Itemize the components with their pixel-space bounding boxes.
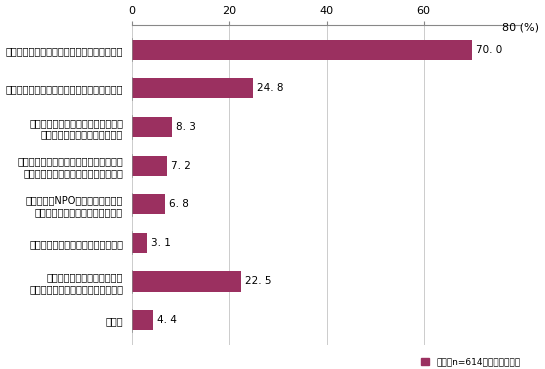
Text: 4. 4: 4. 4 xyxy=(158,315,177,325)
Bar xyxy=(132,310,154,330)
Text: 3. 1: 3. 1 xyxy=(151,238,171,248)
Bar xyxy=(132,233,147,253)
Bar xyxy=(132,194,165,214)
Bar xyxy=(132,272,241,292)
Text: 8. 3: 8. 3 xyxy=(177,122,196,132)
Text: 24. 8: 24. 8 xyxy=(257,83,283,93)
Bar xyxy=(132,78,253,99)
Text: 6. 8: 6. 8 xyxy=(169,199,189,209)
Bar xyxy=(132,39,473,60)
Bar xyxy=(132,156,167,176)
Text: 80 (%): 80 (%) xyxy=(502,22,540,32)
Text: 70. 0: 70. 0 xyxy=(476,45,502,55)
Legend: 総数（n=614、複数回答可）: 総数（n=614、複数回答可） xyxy=(421,357,520,366)
Text: 7. 2: 7. 2 xyxy=(171,161,191,170)
Bar xyxy=(132,117,172,137)
Text: 22. 5: 22. 5 xyxy=(245,276,272,286)
